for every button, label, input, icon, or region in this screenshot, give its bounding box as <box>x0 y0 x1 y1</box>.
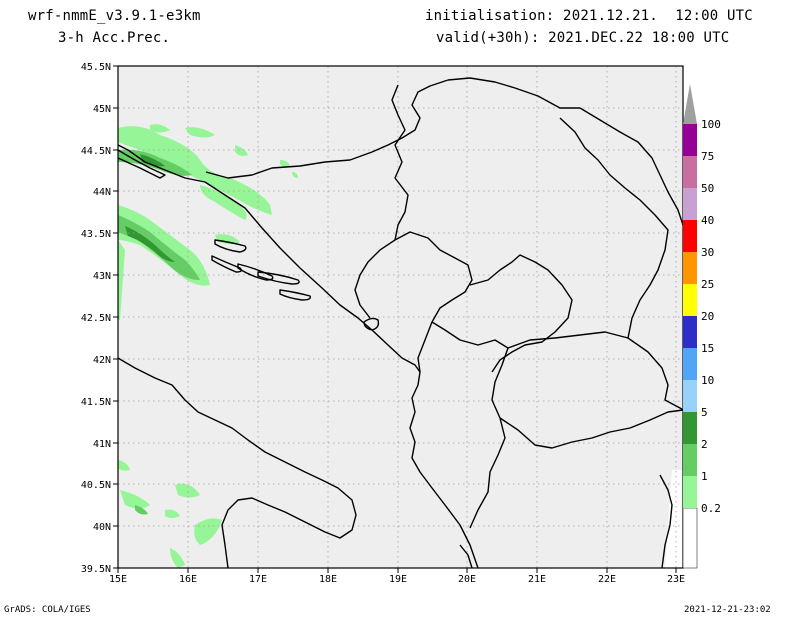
dalmatian-island-1 <box>214 239 247 253</box>
lat-label: 41.5N <box>81 397 111 408</box>
lon-label: 15E <box>109 574 127 585</box>
lon-label: 21E <box>528 574 546 585</box>
colorbar-bin-below <box>682 507 698 569</box>
serbia-bosnia-border <box>354 84 409 319</box>
axis-ticks <box>113 65 677 573</box>
kotor-bay <box>363 317 380 331</box>
colorbar-label: 1 <box>701 470 708 483</box>
albania-border <box>431 321 509 529</box>
dalmatian-island-3 <box>237 263 274 281</box>
lon-label: 17E <box>249 574 267 585</box>
colorbar-bin <box>683 284 697 316</box>
colorbar-top-triangle <box>683 84 697 124</box>
montenegro-border <box>394 231 473 373</box>
lat-label: 40.5N <box>81 480 111 491</box>
greece-border <box>499 409 684 449</box>
colorbar-label: 50 <box>701 182 714 195</box>
lat-label: 45N <box>93 104 111 115</box>
serbia-east-border <box>559 117 669 339</box>
lon-label: 20E <box>458 574 476 585</box>
lon-label: 18E <box>319 574 337 585</box>
lat-label: 44.5N <box>81 146 111 157</box>
colorbar-bin <box>683 124 697 156</box>
greek-coast <box>659 474 673 569</box>
lon-label: 16E <box>179 574 197 585</box>
bosnia-border <box>205 79 449 179</box>
colorbar-bin <box>683 348 697 380</box>
kosovo-border <box>469 254 573 373</box>
colorbar: 0.2 1 2 5 10 15 20 25 30 40 50 75 100 <box>682 84 721 569</box>
lat-label: 44N <box>93 187 111 198</box>
colorbar-bin <box>683 444 697 476</box>
italy-coast-south <box>117 357 357 569</box>
corfu-coast <box>459 544 473 569</box>
lat-label: 42N <box>93 355 111 366</box>
romania-border <box>447 77 580 109</box>
grads-credit: GrADS: COLA/IGES <box>4 605 91 615</box>
colorbar-bin <box>683 188 697 220</box>
lat-label: 45.5N <box>81 62 111 73</box>
lat-label: 42.5N <box>81 313 111 324</box>
colorbar-label: 75 <box>701 150 714 163</box>
lat-label: 41N <box>93 439 111 450</box>
model-title: wrf-nmmE_v3.9.1-e3km <box>28 8 201 24</box>
lon-label: 22E <box>598 574 616 585</box>
grid-lines <box>118 66 683 568</box>
dalmatian-island-2 <box>211 255 243 273</box>
colorbar-bin <box>683 316 697 348</box>
dalmatian-island-5 <box>279 289 312 301</box>
colorbar-bin <box>683 380 697 412</box>
precip-field <box>118 124 298 568</box>
colorbar-label: 30 <box>701 246 714 259</box>
colorbar-label: 0.2 <box>701 502 721 515</box>
lat-labels: 45.5N 45N 44.5N 44N 43.5N 43N 42.5N 42N … <box>81 62 111 575</box>
lat-label: 43N <box>93 271 111 282</box>
colorbar-bin <box>683 220 697 252</box>
colorbar-label: 25 <box>701 278 714 291</box>
lat-label: 43.5N <box>81 229 111 240</box>
bulgaria-border <box>579 107 684 226</box>
colorbar-label: 100 <box>701 118 721 131</box>
colorbar-bin <box>683 412 697 444</box>
colorbar-bin <box>683 156 697 188</box>
render-timestamp: 2021-12-21-23:02 <box>684 605 771 615</box>
lon-label: 19E <box>389 574 407 585</box>
adriatic-east-coast <box>117 144 479 569</box>
dalmatian-island-4 <box>257 271 300 285</box>
valid-time: valid(+30h): 2021.DEC.22 18:00 UTC <box>436 30 730 46</box>
init-time: initialisation: 2021.12.21. 12:00 UTC <box>425 8 753 24</box>
lon-labels: 15E 16E 17E 18E 19E 20E 21E 22E 23E <box>109 574 685 585</box>
macedonia-border <box>507 331 684 411</box>
dalmatian-island-6 <box>117 149 166 179</box>
colorbar-label: 5 <box>701 406 708 419</box>
lat-label: 40N <box>93 522 111 533</box>
colorbar-label: 40 <box>701 214 714 227</box>
lon-label: 23E <box>667 574 685 585</box>
colorbar-label: 15 <box>701 342 714 355</box>
colorbar-bin <box>683 252 697 284</box>
colorbar-label: 10 <box>701 374 714 387</box>
colorbar-label: 2 <box>701 438 708 451</box>
colorbar-bin <box>683 476 697 508</box>
lat-label: 39.5N <box>81 564 111 575</box>
borders <box>117 77 684 569</box>
sea-area <box>665 470 683 568</box>
field-title: 3-h Acc.Prec. <box>58 30 171 46</box>
colorbar-label: 20 <box>701 310 714 323</box>
